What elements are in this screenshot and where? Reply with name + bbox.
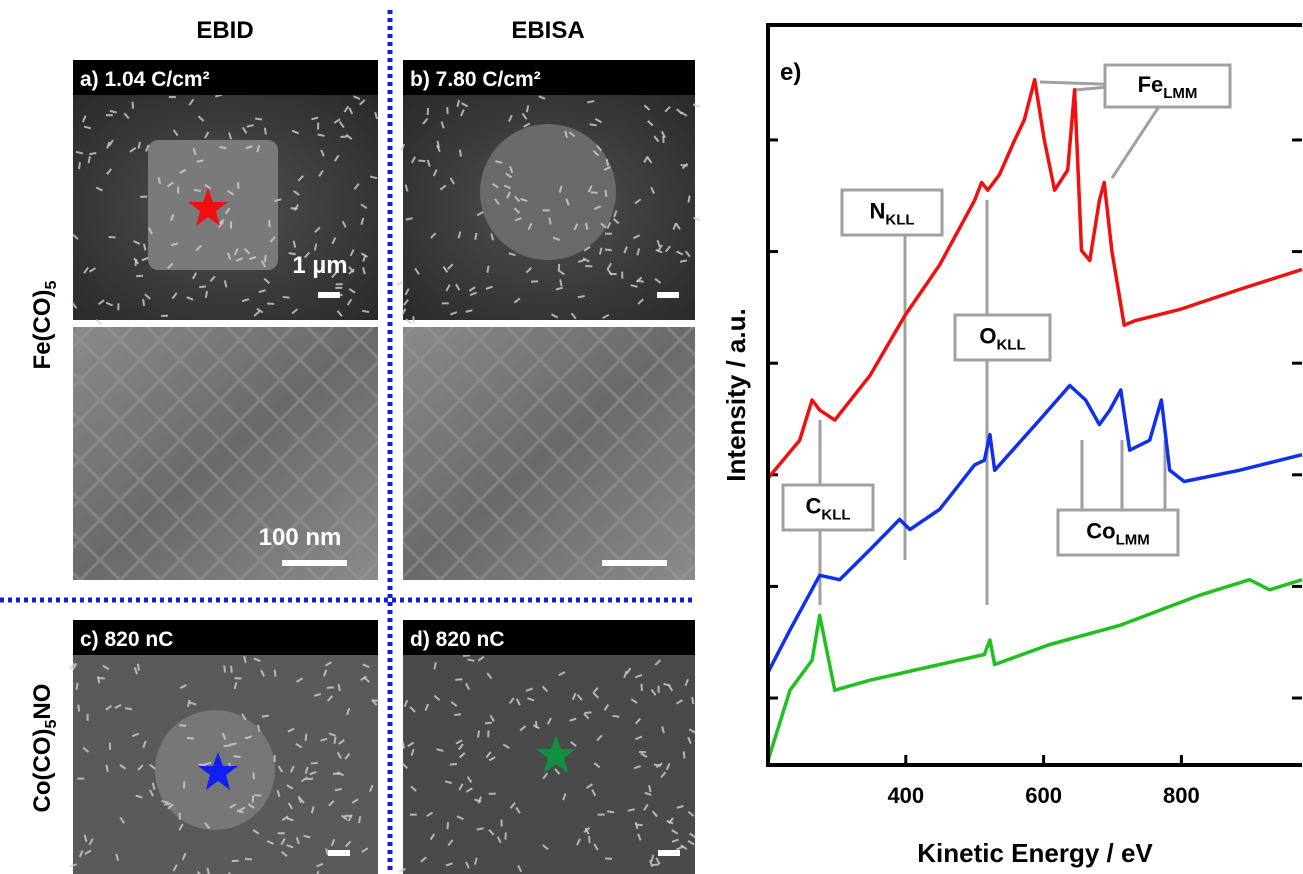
x-tick-label: 600	[1025, 783, 1062, 808]
scale-bar	[282, 560, 347, 566]
row-label-sub: 5	[43, 719, 60, 728]
flake	[558, 264, 560, 271]
flake	[427, 108, 429, 115]
y-axis-label: Intensity / a.u.	[721, 308, 751, 481]
row-label: Co(CO)5NO	[29, 684, 60, 813]
figure: EBID EBISA a) 1.04 C/cm² b) 7.80 C/cm² c…	[0, 0, 1303, 874]
scale-bar	[328, 850, 350, 856]
row-label: Fe(CO)5	[29, 280, 60, 369]
annotation-text: C	[805, 494, 821, 519]
annotation-sub: LMM	[1163, 85, 1197, 102]
scale-bar	[658, 850, 680, 856]
flake	[87, 714, 89, 721]
flake	[169, 96, 176, 98]
texture	[403, 327, 695, 580]
panel-label: e)	[780, 59, 801, 86]
flake	[254, 794, 261, 796]
annotation-sub: KLL	[996, 337, 1025, 354]
x-tick-label: 800	[1163, 783, 1200, 808]
panel-label: d) 820 nC	[410, 628, 505, 651]
scale-label: 1 µm	[292, 252, 347, 279]
x-tick-label: 400	[887, 783, 924, 808]
flake	[487, 730, 489, 737]
flake	[531, 280, 538, 282]
flake	[658, 686, 660, 693]
flake	[274, 755, 276, 762]
annotation-sub: KLL	[885, 212, 914, 229]
scale-bar	[657, 292, 679, 298]
row-label-text: Co(CO)	[29, 728, 56, 812]
flake	[95, 319, 102, 325]
row-label-text: Fe(CO)	[29, 289, 56, 369]
annotation-text: Co	[1086, 519, 1115, 544]
flake	[268, 220, 270, 227]
flake	[396, 281, 403, 286]
flake	[278, 832, 285, 834]
panel-label: a) 1.04 C/cm²	[80, 68, 210, 91]
flake	[179, 813, 181, 820]
flake	[598, 814, 605, 816]
flake	[252, 795, 254, 802]
flake	[106, 114, 113, 116]
panel-label: b) 7.80 C/cm²	[410, 68, 541, 91]
spectrum-chart: e) Intensity / a.u. Kinetic Energy / eV …	[721, 25, 1302, 868]
flake	[77, 778, 84, 780]
leader-line	[1112, 105, 1160, 178]
flake	[610, 273, 617, 275]
flake	[662, 136, 664, 143]
column-title: EBISA	[511, 17, 584, 44]
flake	[183, 781, 185, 788]
flake	[489, 793, 496, 795]
flake	[237, 182, 239, 189]
flake	[344, 815, 351, 817]
spectrum-line	[768, 80, 1302, 479]
row-label-sub: 5	[43, 280, 60, 289]
scale-bar	[318, 292, 340, 298]
flake	[230, 221, 232, 228]
flake	[442, 302, 449, 304]
sem-panels: EBID EBISA a) 1.04 C/cm² b) 7.80 C/cm² c…	[0, 10, 700, 874]
annotation-text: Fe	[1138, 72, 1164, 97]
flake	[336, 283, 343, 285]
flake	[317, 123, 319, 130]
spectrum-line	[768, 580, 1302, 761]
flake	[410, 814, 417, 816]
flake	[117, 303, 119, 310]
flake	[109, 743, 111, 750]
flake	[543, 209, 550, 211]
plot-frame	[768, 25, 1302, 765]
annotation-text: N	[869, 199, 885, 224]
flake	[177, 187, 179, 194]
flake	[140, 196, 147, 198]
flake	[109, 236, 116, 238]
annotation-sub: KLL	[821, 507, 850, 524]
flake	[335, 287, 342, 289]
flake	[639, 751, 646, 753]
x-axis-label: Kinetic Energy / eV	[917, 838, 1153, 868]
flake	[585, 265, 592, 267]
scale-label: 100 nm	[259, 524, 342, 551]
annotation-text: O	[979, 324, 996, 349]
annotation-sub: LMM	[1116, 532, 1150, 549]
flake	[500, 819, 502, 826]
panel-label: c) 820 nC	[80, 628, 173, 651]
column-title: EBID	[196, 17, 253, 44]
row-label-text: NO	[29, 684, 56, 720]
scale-bar	[602, 560, 667, 566]
flake	[161, 315, 168, 317]
flake	[605, 233, 612, 235]
flake	[504, 832, 506, 839]
flake	[621, 272, 623, 279]
